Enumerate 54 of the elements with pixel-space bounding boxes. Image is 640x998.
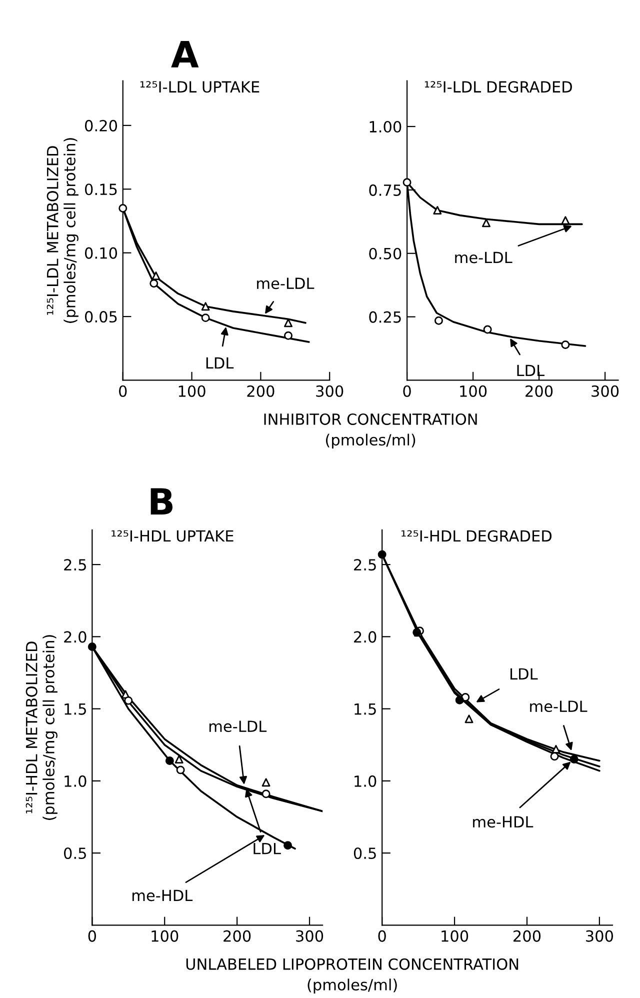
x-tick-label: 300: [316, 385, 344, 397]
x-tick-label: 0: [378, 930, 386, 942]
annotation: me-HDL: [473, 816, 534, 828]
x-tick-label: 300: [592, 385, 619, 397]
x-tick-label: 200: [247, 385, 274, 397]
annotation: me-LDL: [530, 700, 588, 712]
x-tick-label: 100: [460, 385, 487, 397]
y-tick-label: 1.00: [370, 120, 402, 133]
y-tick-label: 0.10: [85, 247, 118, 259]
x-tick-label: 200: [224, 930, 251, 942]
y-tick-label: 2.5: [64, 559, 86, 571]
annotation: me-LDL: [455, 252, 512, 264]
y-tick-label: 1.5: [64, 703, 86, 715]
x-tick-label: 0: [403, 385, 411, 397]
y-axis-title: ¹²⁵I-LDL METABOLIZED (pmoles/mg cell protein): [46, 138, 78, 323]
x-axis-title: INHIBITOR CONCENTRATION (pmoles/ml): [264, 413, 477, 449]
x-tick-label: 100: [178, 385, 206, 397]
y-tick-label: 0.5: [354, 847, 376, 860]
x-tick-label: 300: [586, 930, 614, 942]
y-tick-label: 2.5: [354, 559, 376, 571]
x-tick-label: 300: [296, 930, 324, 942]
y-tick-label: 0.25: [369, 311, 401, 323]
y-axis-title: ¹²⁵I-HDL METABOLIZED (pmoles/mg cell protein): [26, 635, 58, 820]
x-tick-label: 100: [442, 930, 468, 942]
y-tick-label: 0.20: [85, 120, 118, 132]
y-tick-label: 0.15: [85, 184, 117, 196]
x-tick-label: 200: [526, 385, 553, 397]
x-tick-label: 100: [152, 930, 178, 942]
annotation: LDL: [206, 357, 234, 369]
annotation: me-LDL: [209, 720, 267, 732]
x-tick-label: 0: [88, 930, 96, 942]
text: A: [171, 41, 199, 68]
annotation: LDL: [254, 842, 281, 854]
text: B: [150, 488, 173, 515]
y-tick-label: 0.75: [369, 184, 401, 196]
y-tick-label: 2.0: [64, 631, 86, 643]
y-tick-label: 1.5: [354, 703, 376, 715]
annotation: me-LDL: [257, 278, 314, 290]
annotation: LDL: [510, 668, 538, 680]
y-tick-label: 1.0: [64, 775, 86, 787]
y-tick-label: 0.05: [85, 311, 117, 323]
y-tick-label: 0.50: [369, 248, 402, 260]
chart-title: ¹²⁵I-HDL DEGRADED: [402, 530, 552, 542]
y-tick-label: 1.0: [354, 775, 376, 787]
annotation: me-HDL: [132, 890, 193, 902]
chart-title: ¹²⁵I-HDL UPTAKE: [112, 530, 234, 542]
x-tick-label: 200: [514, 930, 541, 942]
annotation: LDL: [517, 364, 544, 376]
x-tick-label: 0: [119, 385, 127, 397]
chart-title: ¹²⁵I-LDL UPTAKE: [140, 81, 260, 93]
y-tick-label: 0.5: [64, 847, 86, 860]
x-axis-title: UNLABELED LIPOPROTEIN CONCENTRATION (pmoles/ml): [186, 958, 518, 994]
chart-title: ¹²⁵I-LDL DEGRADED: [424, 81, 572, 93]
y-tick-label: 2.0: [354, 631, 376, 643]
